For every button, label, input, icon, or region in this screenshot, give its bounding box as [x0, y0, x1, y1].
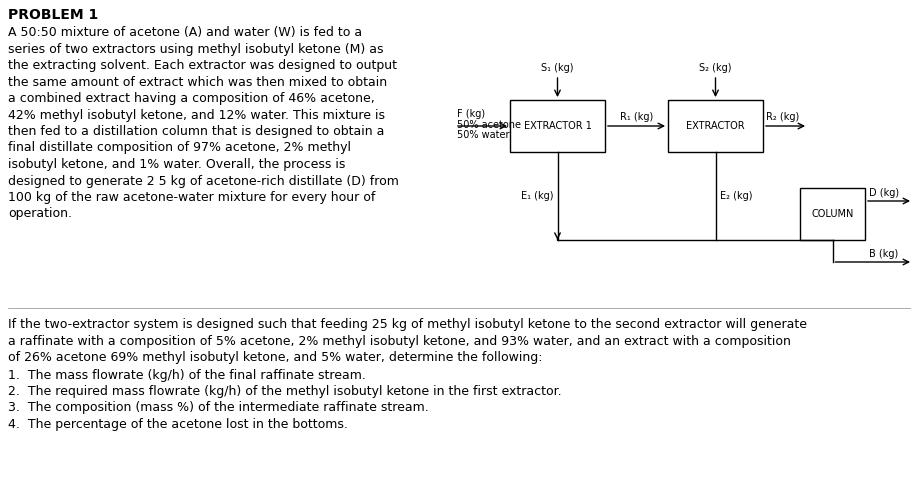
Text: 1.  The mass flowrate (kg/h) of the final raffinate stream.: 1. The mass flowrate (kg/h) of the final… [8, 369, 366, 382]
Text: R₂ (kg): R₂ (kg) [766, 112, 800, 122]
Text: COLUMN: COLUMN [812, 209, 854, 219]
Text: 50% acetone: 50% acetone [457, 120, 521, 130]
Text: the same amount of extract which was then mixed to obtain: the same amount of extract which was the… [8, 75, 387, 88]
Text: 4.  The percentage of the acetone lost in the bottoms.: 4. The percentage of the acetone lost in… [8, 418, 348, 431]
Text: the extracting solvent. Each extractor was designed to output: the extracting solvent. Each extractor w… [8, 59, 397, 72]
Text: designed to generate 2 5 kg of acetone-rich distillate (D) from: designed to generate 2 5 kg of acetone-r… [8, 174, 399, 187]
Text: 2.  The required mass flowrate (kg/h) of the methyl isobutyl ketone in the first: 2. The required mass flowrate (kg/h) of … [8, 385, 562, 398]
Text: final distillate composition of 97% acetone, 2% methyl: final distillate composition of 97% acet… [8, 142, 351, 155]
Text: operation.: operation. [8, 208, 72, 221]
Text: D (kg): D (kg) [869, 188, 899, 198]
Text: a combined extract having a composition of 46% acetone,: a combined extract having a composition … [8, 92, 375, 105]
Text: S₁ (kg): S₁ (kg) [542, 63, 574, 73]
Text: of 26% acetone 69% methyl isobutyl ketone, and 5% water, determine the following: of 26% acetone 69% methyl isobutyl keton… [8, 351, 543, 364]
Bar [668, 100, 763, 152]
Text: If the two-extractor system is designed such that feeding 25 kg of methyl isobut: If the two-extractor system is designed … [8, 318, 807, 331]
Text: F (kg): F (kg) [457, 109, 485, 119]
Text: 42% methyl isobutyl ketone, and 12% water. This mixture is: 42% methyl isobutyl ketone, and 12% wate… [8, 109, 385, 122]
Text: B (kg): B (kg) [869, 249, 898, 259]
Bar [800, 188, 865, 240]
Text: a raffinate with a composition of 5% acetone, 2% methyl isobutyl ketone, and 93%: a raffinate with a composition of 5% ace… [8, 335, 791, 347]
Text: E₂ (kg): E₂ (kg) [720, 191, 752, 201]
Text: isobutyl ketone, and 1% water. Overall, the process is: isobutyl ketone, and 1% water. Overall, … [8, 158, 345, 171]
Text: 50% water: 50% water [457, 130, 509, 140]
Text: series of two extractors using methyl isobutyl ketone (M) as: series of two extractors using methyl is… [8, 43, 384, 56]
Text: EXTRACTOR 1: EXTRACTOR 1 [523, 121, 591, 131]
Text: E₁ (kg): E₁ (kg) [521, 191, 554, 201]
Text: S₂ (kg): S₂ (kg) [700, 63, 732, 73]
Text: 3.  The composition (mass %) of the intermediate raffinate stream.: 3. The composition (mass %) of the inter… [8, 401, 429, 414]
Text: then fed to a distillation column that is designed to obtain a: then fed to a distillation column that i… [8, 125, 385, 138]
Text: A 50:50 mixture of acetone (A) and water (W) is fed to a: A 50:50 mixture of acetone (A) and water… [8, 26, 362, 39]
Text: PROBLEM 1: PROBLEM 1 [8, 8, 98, 22]
Text: EXTRACTOR: EXTRACTOR [686, 121, 744, 131]
Bar [510, 100, 605, 152]
Text: 100 kg of the raw acetone-water mixture for every hour of: 100 kg of the raw acetone-water mixture … [8, 191, 375, 204]
Text: R₁ (kg): R₁ (kg) [620, 112, 653, 122]
